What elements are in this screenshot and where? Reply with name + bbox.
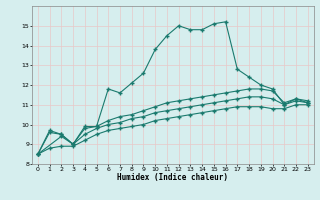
X-axis label: Humidex (Indice chaleur): Humidex (Indice chaleur) bbox=[117, 173, 228, 182]
